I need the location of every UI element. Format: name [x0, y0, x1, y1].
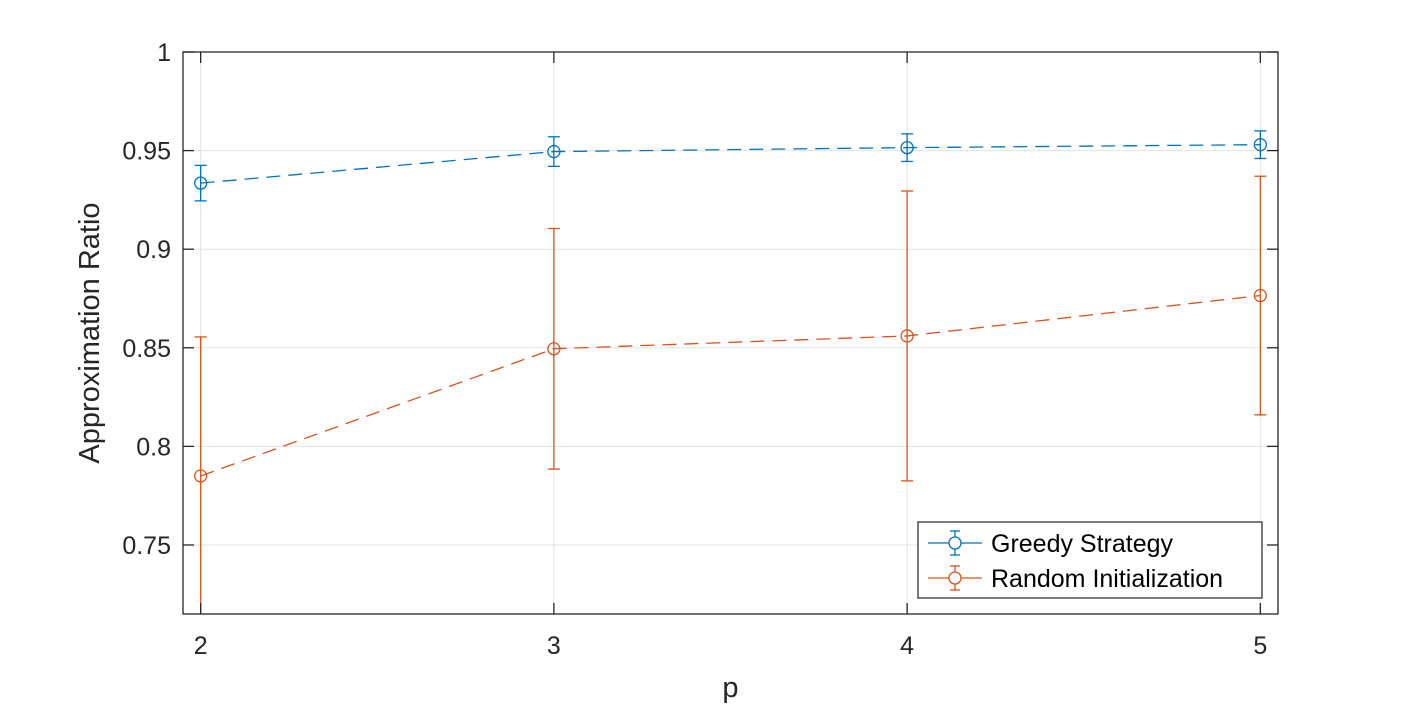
legend-marker [948, 571, 962, 585]
x-tick-label: 5 [1253, 632, 1267, 660]
legend-label: Random Initialization [991, 565, 1223, 593]
y-tick-label: 0.8 [136, 433, 171, 461]
legend: Greedy Strategy Random Initialization [917, 521, 1263, 599]
data-point [194, 469, 208, 483]
y-tick-label: 0.85 [122, 335, 171, 363]
x-tick-label: 2 [194, 632, 208, 660]
series-greedy-strategy [194, 130, 1267, 202]
legend-box [917, 521, 1263, 599]
series-clip-group [194, 130, 1267, 614]
data-point [1253, 288, 1267, 303]
series-layer [194, 130, 1267, 614]
data-point [900, 140, 914, 155]
data-point [900, 329, 914, 343]
x-axis-label: p [722, 672, 738, 704]
y-tick-label: 0.9 [136, 236, 171, 264]
data-point [1253, 138, 1267, 152]
legend-entry: Greedy Strategy [928, 530, 1174, 558]
x-tick-label: 3 [547, 632, 561, 660]
y-axis-label: Approximation Ratio [74, 202, 106, 463]
legend-label: Greedy Strategy [991, 530, 1174, 558]
y-tick-label: 1 [157, 39, 171, 67]
legend-marker [948, 536, 962, 550]
y-tick-label: 0.75 [122, 532, 171, 560]
legend-entry: Random Initialization [928, 565, 1223, 593]
data-point [547, 144, 561, 159]
series-line [200, 144, 1261, 184]
data-point [194, 176, 208, 190]
plot-frame [182, 51, 1279, 615]
x-tick-label: 4 [900, 632, 914, 660]
y-tick-label: 0.95 [122, 138, 171, 166]
series-random-initialization [194, 175, 1267, 614]
series-line [200, 294, 1261, 477]
data-point [547, 342, 561, 356]
ticks: 2 3 4 5 0.75 0.8 0.85 0.9 0.95 1 [122, 39, 1278, 660]
